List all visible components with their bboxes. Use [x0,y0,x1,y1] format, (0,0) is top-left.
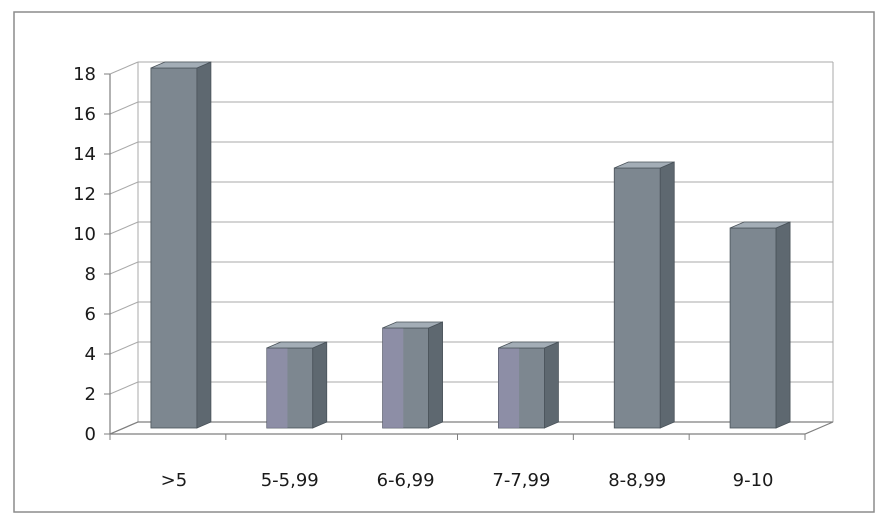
bar [613,161,675,429]
y-tick-label: 12 [73,184,96,205]
bar-top [614,161,675,169]
bar-front [150,67,198,429]
bar-top [729,221,791,229]
y-tick-label: 4 [85,344,96,365]
bar-top [498,341,559,349]
y-tick-label: 6 [85,304,96,325]
y-tick-label: 14 [73,144,96,165]
bar-side [196,61,212,429]
gridline-side [109,61,139,75]
gridline-side [109,341,139,355]
bar-side [775,221,791,429]
bar-tint [266,348,288,428]
gridline-side [109,381,139,395]
y-tick-label: 16 [73,104,96,125]
x-tick-label: 5-5,99 [261,470,319,491]
gridline-side [109,181,139,195]
bar-top [266,341,327,349]
axes [104,73,834,440]
bar-top [382,321,443,329]
bar-tint [498,348,520,428]
bar-side [544,341,559,429]
bar-side [659,161,675,429]
x-tick-label: 8-8,99 [608,470,666,491]
y-tick-label: 10 [73,224,96,245]
x-tick-label: 6-6,99 [377,470,435,491]
gridline-side [109,101,139,115]
labels: 0 2 4 6 8 10 12 14 16 18 >5 5-5,99 6-6,99 7-7,99 8-8,9… [73,64,773,491]
gridline-side [109,221,139,235]
bar [498,341,559,429]
y-tick-label: 18 [73,64,96,85]
bar-tint [382,328,404,428]
bar-side [428,321,443,429]
bars [150,61,791,429]
x-tick-label: 7-7,99 [492,470,550,491]
bar-side [312,341,328,429]
bar [266,341,328,429]
bar-front [613,167,661,429]
bar-top [150,61,212,69]
gridline-side [109,261,139,275]
y-tick-label: 8 [85,264,96,285]
x-tick-label: >5 [161,470,188,491]
bar [150,61,212,429]
gridline-side [109,301,139,315]
bar [382,321,443,429]
y-tick-label: 0 [85,424,96,445]
gridline-side [109,141,139,155]
bar [729,221,791,429]
y-tick-label: 2 [85,384,96,405]
x-tick-label: 9-10 [733,470,774,491]
bar-front [729,227,777,429]
